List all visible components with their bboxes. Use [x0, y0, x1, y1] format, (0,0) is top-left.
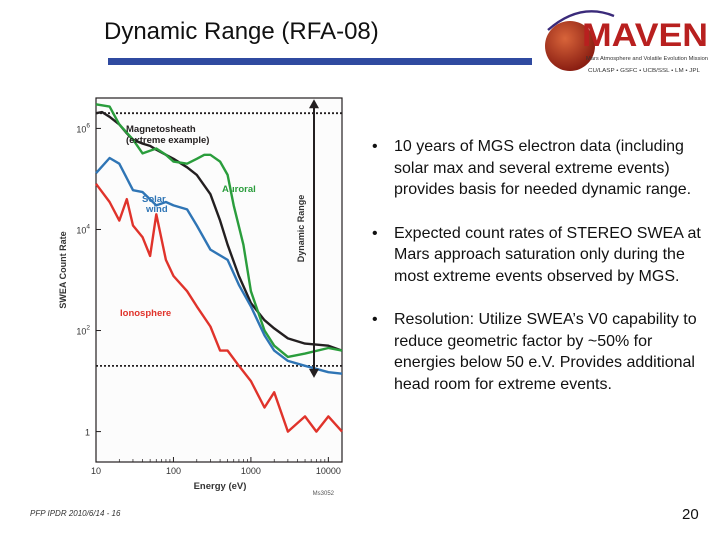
dynamic-range-label: Dynamic Range — [296, 195, 306, 263]
logo-subtitle: Mars Atmosphere and Volatile Evolution M… — [586, 56, 708, 62]
y-axis-label: SWEA Count Rate — [58, 231, 68, 308]
y-tick-label: 1 — [85, 428, 90, 438]
series-line — [95, 183, 343, 433]
series-line — [95, 156, 343, 375]
series-label: Auroral — [222, 184, 256, 195]
slide-title: Dynamic Range (RFA-08) — [104, 18, 379, 45]
list-item: • Resolution: Utilize SWEA’s V0 capabili… — [372, 309, 702, 395]
bullet-text: Resolution: Utilize SWEA’s V0 capability… — [394, 311, 697, 393]
plot-frame — [95, 97, 343, 463]
bullet-list: • 10 years of MGS electron data (includi… — [372, 136, 702, 417]
y-tick-label: 106 — [76, 122, 90, 134]
series-label: Ionosphere — [120, 308, 171, 319]
series-label: Magnetosheath — [126, 124, 196, 135]
bullet-marker: • — [372, 224, 378, 242]
chart-plot-layer: 10 100 1000 10000 1 102 104 106 Dynamic Range Mag… — [76, 97, 343, 476]
footer-reference: PFP IPDR 2010/6/14 - 16 — [30, 509, 121, 518]
bullet-marker: • — [372, 138, 378, 155]
x-tick-label: 10 — [91, 466, 101, 476]
orbit-swoosh — [547, 10, 615, 31]
x-tick-label: 10000 — [316, 466, 341, 476]
dynamic-range-chart: SWEA Count Rate Energy (eV) Ms3052 10 100… — [58, 97, 343, 497]
y-tick-label: 104 — [76, 223, 90, 235]
y-tick-label: 102 — [76, 325, 90, 337]
page-number: 20 — [682, 506, 699, 523]
list-item: • Expected count rates of STEREO SWEA at… — [372, 223, 702, 288]
arrow-head-down-icon — [309, 368, 319, 378]
figure-id: Ms3052 — [313, 491, 335, 497]
series-label: (extreme example) — [126, 135, 209, 146]
logo-partners: CU/LASP • GSFC • UCB/SSL • LM • JPL — [588, 68, 700, 74]
x-tick-label: 1000 — [241, 466, 261, 476]
maven-logo: MAVEN Mars Atmosphere and Volatile Evolu… — [545, 10, 708, 74]
series-label: Solar — [142, 194, 166, 205]
series-line — [95, 103, 343, 359]
x-axis-label: Energy (eV) — [194, 481, 247, 492]
bullet-marker: • — [372, 311, 378, 328]
arrow-head-up-icon — [309, 99, 319, 109]
mars-planet-icon — [545, 21, 595, 71]
bullet-text: 10 years of MGS electron data (including… — [394, 138, 692, 198]
logo-wordmark: MAVEN — [582, 17, 708, 53]
title-underline — [108, 58, 532, 65]
list-item: • 10 years of MGS electron data (includi… — [372, 136, 702, 201]
x-tick-label: 100 — [166, 466, 181, 476]
series-label: wind — [145, 204, 168, 215]
bullet-text: Expected count rates of STEREO SWEA at M… — [394, 224, 701, 285]
